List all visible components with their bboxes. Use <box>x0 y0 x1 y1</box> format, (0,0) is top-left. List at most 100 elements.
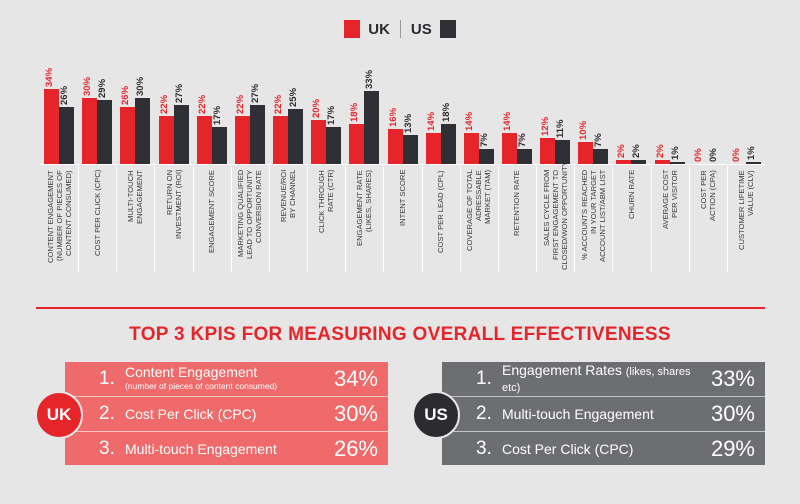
bar-us <box>440 124 456 164</box>
us-top3-panel: 1. Engagement Rates (likes, shares etc) 33… <box>442 362 765 465</box>
bar-us <box>173 104 189 164</box>
category-label-text: COST PER CLICK (CPC) <box>92 170 102 257</box>
value-label-uk: 10% <box>578 120 590 140</box>
bar-uk <box>44 89 60 164</box>
kpi-bar-chart: CONTENT ENGAGEMENT (NUMBER OF PIECES OF … <box>40 68 765 272</box>
value-label-us: 13% <box>402 114 414 134</box>
value-label-uk: 22% <box>196 94 208 114</box>
kpi-rank: 1. <box>99 368 115 389</box>
category-label-text: MULTI-TOUCH ENGAGEMENT <box>126 170 145 225</box>
category-divider <box>192 166 194 272</box>
value-label-us: 33% <box>364 70 376 90</box>
kpi-label: Cost Per Click (CPC) <box>125 406 257 422</box>
bar-uk <box>387 128 403 164</box>
value-label-uk: 14% <box>463 112 475 132</box>
value-label-uk: 26% <box>120 85 132 105</box>
category-label: COST PER LEAD (CPL) <box>422 170 460 270</box>
kpi-rank: 2. <box>476 403 492 424</box>
category-label: CUSTOMER LIFETIME VALUE (CLV) <box>727 170 765 270</box>
bar-uk <box>196 115 212 164</box>
kpi-label: Cost Per Click (CPC) <box>502 441 634 457</box>
category-label-text: INTENT SCORE <box>397 170 407 227</box>
bar-uk <box>120 106 136 164</box>
bar-us <box>97 100 113 164</box>
kpi-sub: (number of pieces of content consumed) <box>125 381 278 391</box>
bar-us <box>249 104 265 164</box>
bar-uk <box>158 115 174 164</box>
category-divider <box>421 166 423 272</box>
legend-divider <box>399 20 401 38</box>
category-label: COVERAGE OF TOTAL ADRESSABLE MARKET (TAM… <box>460 170 498 270</box>
legend-swatch-us <box>439 20 456 38</box>
category-label-text: CONTENT ENGAGEMENT (NUMBER OF PIECES OF … <box>45 170 73 263</box>
kpi-label: Multi-touch Engagement <box>125 441 277 457</box>
bar-uk <box>578 142 594 164</box>
value-label-us: 18% <box>440 103 452 123</box>
value-label-uk: 22% <box>234 94 246 114</box>
value-label-us: 30% <box>135 76 147 96</box>
category-divider <box>307 166 309 272</box>
category-label-text: REVENUE/ROI BY CHANNEL <box>279 170 298 223</box>
kpi-label-wrap: Engagement Rates (likes, shares etc) <box>502 363 711 395</box>
legend-label-uk: UK <box>368 20 390 38</box>
category-divider <box>459 166 461 272</box>
category-label: REVENUE/ROI BY CHANNEL <box>269 170 307 270</box>
category-label-text: RETENTION RATE <box>512 170 522 236</box>
bar-us <box>59 106 75 164</box>
value-label-uk: 14% <box>501 112 513 132</box>
category-divider <box>78 166 80 272</box>
category-label-text: % ACCOUNTS REACHED IN YOUR TARGET ACCOUN… <box>579 170 607 263</box>
bar-uk <box>349 124 365 164</box>
kpi-row: 1. Engagement Rates (likes, shares etc) 33… <box>442 362 765 397</box>
category-label: CONTENT ENGAGEMENT (NUMBER OF PIECES OF … <box>40 170 78 270</box>
uk-top3-panel: 1. Content Engagement (number of pieces of… <box>65 362 388 465</box>
value-label-us: 1% <box>745 146 757 160</box>
category-label: CLICK THROUGH RATE (CTR) <box>307 170 345 270</box>
value-label-uk: 22% <box>158 94 170 114</box>
category-label-text: CUSTOMER LIFETIME VALUE (CLV) <box>736 170 755 250</box>
value-label-us: 17% <box>326 105 338 125</box>
category-label: RETENTION RATE <box>498 170 536 270</box>
category-label-text: AVERAGE COST PER VISITOR <box>660 170 679 230</box>
category-label-text: ENGAGEMENT SCORE <box>207 170 217 253</box>
bar-us <box>402 135 418 164</box>
value-label-us: 1% <box>669 146 681 160</box>
kpi-row: 2. Multi-touch Engagement 30% <box>442 397 765 432</box>
bar-us <box>631 159 647 164</box>
kpi-label-wrap: Cost Per Click (CPC) <box>502 442 711 456</box>
value-label-us: 27% <box>249 83 261 103</box>
value-label-uk: 12% <box>540 116 552 136</box>
bar-us <box>478 148 494 164</box>
category-divider <box>536 166 538 272</box>
value-label-uk: 14% <box>425 112 437 132</box>
value-label-us: 17% <box>211 105 223 125</box>
bar-uk <box>616 159 632 164</box>
category-divider <box>345 166 347 272</box>
kpi-value: 30% <box>710 401 755 426</box>
value-label-us: 7% <box>478 132 490 147</box>
kpi-rank: 3. <box>476 438 492 459</box>
bar-us <box>288 109 304 164</box>
category-label: COST PER CLICK (CPC) <box>78 170 116 270</box>
kpi-row: 1. Content Engagement (number of pieces of… <box>65 362 388 397</box>
value-label-uk: 16% <box>387 107 399 127</box>
value-label-uk: 2% <box>654 143 666 158</box>
value-label-us: 11% <box>555 119 567 138</box>
bar-us <box>745 161 761 164</box>
category-divider <box>116 166 118 272</box>
bar-uk <box>425 133 441 164</box>
value-label-us: 27% <box>173 83 185 103</box>
category-label: ENGAGEMENT RATE (LIKES, SHARES) <box>345 170 383 270</box>
uk-badge: UK <box>35 391 83 439</box>
category-divider <box>230 166 232 272</box>
kpi-row: 3. Cost Per Click (CPC) 29% <box>442 432 765 466</box>
category-label: CHURN RATE <box>612 170 650 270</box>
value-label-us: 7% <box>593 132 605 147</box>
category-divider <box>497 166 499 272</box>
kpi-rank: 1. <box>476 368 492 389</box>
kpi-label-wrap: Multi-touch Engagement <box>502 407 711 421</box>
bar-uk <box>654 159 670 164</box>
kpi-value: 33% <box>710 366 755 391</box>
category-label-text: MARKETING QUALIFIED LEAD TO OPPORTUNITY … <box>236 170 264 260</box>
bar-us <box>669 161 685 164</box>
